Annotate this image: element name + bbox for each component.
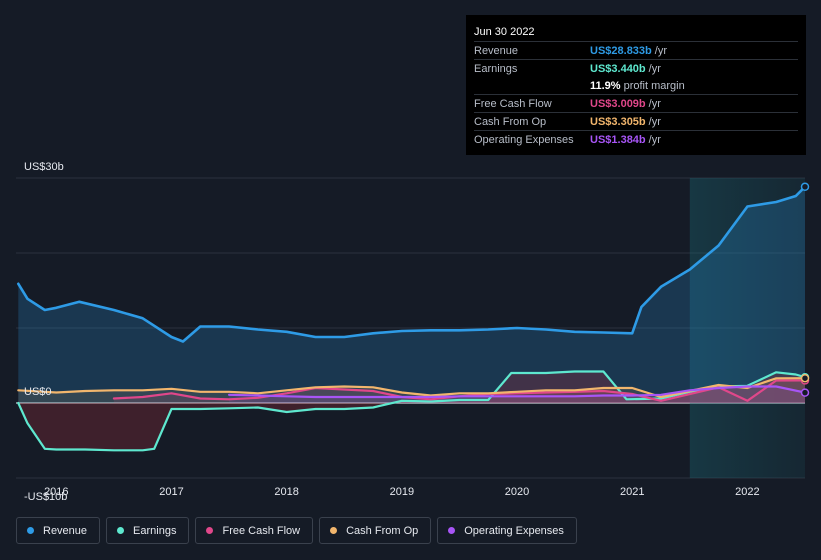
legend-item-free-cash-flow[interactable]: Free Cash Flow	[195, 517, 314, 544]
x-axis-labels: 2016 2017 2018 2019 2020 2021 2022	[44, 486, 760, 498]
legend-item-revenue[interactable]: Revenue	[16, 517, 101, 544]
tooltip-rows: Revenue US$28.833b/yr Earnings US$3.440b/yr…	[474, 41, 798, 148]
forecast-highlight-region	[689, 178, 805, 478]
x-tick-label: 2021	[620, 486, 644, 498]
tooltip-row-unit: profit margin	[623, 79, 685, 92]
legend-item-earnings[interactable]: Earnings	[106, 517, 190, 544]
tooltip-row: Free Cash Flow US$3.009b/yr	[474, 94, 798, 112]
tooltip-row: Revenue US$28.833b/yr	[474, 41, 798, 59]
tooltip-panel: Jun 30 2022 Revenue US$28.833b/yr Earnings…	[466, 15, 806, 155]
tooltip-row-label: Free Cash Flow	[474, 97, 552, 110]
legend-label: Operating Expenses	[464, 524, 564, 537]
revenue-area	[18, 186, 806, 403]
legend-label: Free Cash Flow	[222, 524, 301, 537]
tooltip-row-label: Earnings	[474, 62, 518, 75]
tooltip-row-value: US$3.009b	[590, 97, 646, 110]
y-tick-label: US$30b	[24, 161, 64, 173]
series-areas	[18, 186, 806, 451]
revenue-end-marker	[800, 182, 810, 192]
tooltip-row-unit: /yr	[648, 97, 661, 110]
legend-label: Cash From Op	[346, 524, 419, 537]
chart-legend: Revenue Earnings Free Cash Flow Cash From O…	[16, 517, 577, 544]
operating-expenses-line	[228, 385, 807, 399]
cash-from-op-area	[18, 378, 806, 403]
cash-from-op-line	[17, 377, 807, 399]
tooltip-row-value: 11.9%	[590, 79, 621, 92]
legend-label: Earnings	[133, 524, 177, 537]
tooltip-row-value: US$3.305b	[590, 115, 646, 128]
legend-dot-icon	[330, 527, 338, 534]
tooltip-row-unit: /yr	[648, 133, 661, 146]
legend-item-cash-from-op[interactable]: Cash From Op	[319, 517, 432, 544]
legend-dot-icon	[27, 527, 34, 534]
operating-expenses-end-marker	[800, 388, 810, 397]
gridlines	[16, 177, 805, 479]
y-tick-label: US$0	[24, 386, 52, 398]
x-tick-label: 2022	[735, 486, 759, 498]
x-tick-label: 2017	[159, 486, 183, 498]
tooltip-row-label: Revenue	[474, 44, 519, 57]
tooltip-row-label: Cash From Op	[474, 115, 547, 128]
tooltip-row-unit: /yr	[648, 115, 661, 128]
x-tick-label: 2016	[44, 486, 68, 498]
tooltip-row-unit: /yr	[654, 44, 667, 57]
tooltip-date: Jun 30 2022	[474, 26, 535, 38]
cash-from-op-end-marker	[800, 373, 810, 383]
y-tick-label: -US$10b	[24, 491, 67, 503]
tooltip-row-unit: /yr	[648, 62, 661, 75]
highlight-rect	[689, 178, 805, 478]
series-end-markers	[800, 182, 810, 397]
y-axis-labels: US$30b US$0 -US$10b	[24, 161, 67, 503]
tooltip-row-value: US$3.440b	[590, 62, 646, 75]
legend-dot-icon	[117, 527, 125, 534]
legend-label: Revenue	[43, 524, 88, 537]
tooltip-row: Cash From Op US$3.305b/yr	[474, 112, 798, 130]
legend-dot-icon	[206, 527, 214, 534]
series-lines	[17, 185, 807, 452]
x-tick-label: 2020	[505, 486, 529, 498]
tooltip-row-value: US$1.384b	[590, 133, 646, 146]
x-tick-label: 2019	[390, 486, 414, 498]
revenue-line	[17, 185, 807, 343]
tooltip-row-label: Operating Expenses	[474, 133, 574, 146]
legend-item-operating-expenses[interactable]: Operating Expenses	[437, 517, 577, 544]
legend-dot-icon	[448, 527, 456, 534]
tooltip-row: Earnings US$3.440b/yr	[474, 59, 798, 77]
tooltip-row-value: US$28.833b	[590, 44, 652, 57]
tooltip-row: Operating Expenses US$1.384b/yr	[474, 130, 798, 148]
tooltip-row: 11.9% profit margin	[474, 77, 798, 94]
x-tick-label: 2018	[274, 486, 298, 498]
